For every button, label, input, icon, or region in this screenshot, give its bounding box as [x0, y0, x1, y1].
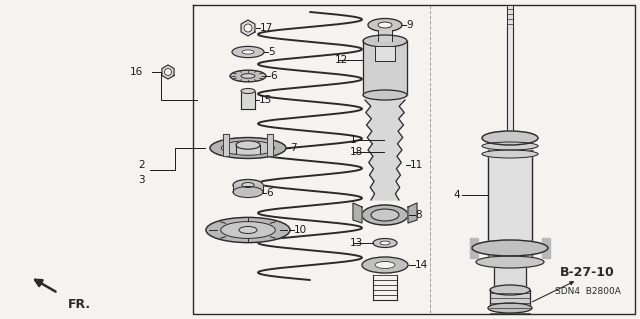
Ellipse shape: [373, 239, 397, 248]
Text: 10: 10: [294, 225, 307, 235]
Text: 1: 1: [350, 135, 356, 145]
Ellipse shape: [210, 137, 286, 159]
Text: 6: 6: [270, 71, 276, 81]
Polygon shape: [353, 203, 362, 223]
Ellipse shape: [233, 187, 263, 197]
Text: 14: 14: [415, 260, 428, 270]
Ellipse shape: [378, 22, 392, 28]
Polygon shape: [470, 238, 478, 258]
Polygon shape: [542, 238, 550, 258]
Text: SDN4  B2800A: SDN4 B2800A: [555, 286, 621, 295]
Ellipse shape: [232, 46, 264, 58]
Polygon shape: [488, 245, 532, 262]
Ellipse shape: [363, 90, 407, 100]
Polygon shape: [507, 28, 513, 140]
Ellipse shape: [206, 218, 290, 243]
Polygon shape: [378, 30, 392, 41]
Text: 16: 16: [130, 67, 143, 77]
Ellipse shape: [482, 142, 538, 150]
Polygon shape: [490, 290, 530, 308]
Polygon shape: [233, 185, 263, 192]
Ellipse shape: [368, 19, 402, 32]
Ellipse shape: [221, 222, 275, 238]
Ellipse shape: [242, 182, 254, 188]
Polygon shape: [236, 145, 260, 153]
Ellipse shape: [482, 131, 538, 145]
Ellipse shape: [236, 141, 260, 149]
Polygon shape: [162, 65, 174, 79]
Ellipse shape: [380, 241, 390, 245]
Ellipse shape: [472, 240, 548, 256]
Polygon shape: [267, 134, 273, 156]
Ellipse shape: [482, 150, 538, 158]
Ellipse shape: [362, 257, 408, 273]
Polygon shape: [363, 41, 407, 95]
Polygon shape: [408, 203, 417, 223]
Text: 11: 11: [410, 160, 423, 170]
Text: 12: 12: [335, 55, 348, 65]
Ellipse shape: [241, 88, 255, 93]
Ellipse shape: [233, 180, 263, 190]
Text: B-27-10: B-27-10: [560, 266, 615, 279]
Text: 9: 9: [406, 20, 413, 30]
Ellipse shape: [362, 205, 408, 225]
Circle shape: [244, 24, 252, 32]
Polygon shape: [507, 5, 513, 28]
Text: 18: 18: [350, 147, 364, 157]
Polygon shape: [223, 134, 229, 156]
Text: 8: 8: [415, 210, 422, 220]
Text: 7: 7: [290, 143, 296, 153]
Polygon shape: [241, 20, 255, 36]
Text: 2: 2: [138, 160, 145, 170]
Ellipse shape: [241, 74, 255, 78]
Circle shape: [164, 69, 172, 76]
Text: 3: 3: [138, 175, 145, 185]
Text: FR.: FR.: [68, 298, 91, 311]
Ellipse shape: [375, 262, 395, 269]
Text: 6: 6: [266, 188, 273, 198]
Polygon shape: [375, 46, 395, 61]
Ellipse shape: [230, 70, 266, 82]
Ellipse shape: [221, 141, 275, 155]
Ellipse shape: [239, 226, 257, 234]
Ellipse shape: [371, 209, 399, 221]
Polygon shape: [494, 268, 526, 290]
Polygon shape: [488, 150, 532, 245]
Ellipse shape: [490, 285, 530, 295]
Text: 5: 5: [268, 47, 275, 57]
Ellipse shape: [488, 303, 532, 313]
Ellipse shape: [476, 256, 544, 268]
Text: 17: 17: [260, 23, 273, 33]
Ellipse shape: [363, 35, 407, 47]
Ellipse shape: [242, 50, 254, 54]
Text: 13: 13: [350, 238, 364, 248]
Polygon shape: [241, 91, 255, 109]
Text: 4: 4: [453, 190, 460, 200]
Text: 15: 15: [259, 95, 272, 105]
Polygon shape: [365, 100, 405, 200]
